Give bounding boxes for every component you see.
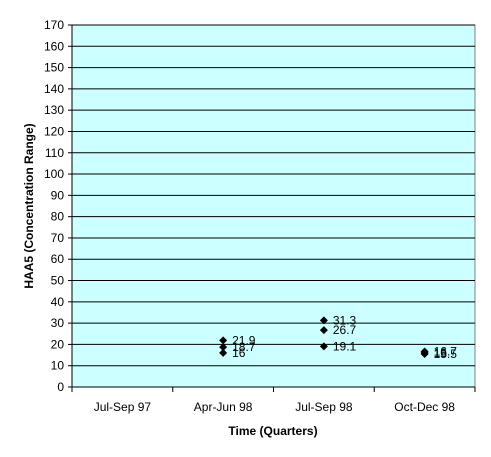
data-label: 31.3 — [333, 313, 357, 327]
y-tick-label: 0 — [57, 380, 64, 394]
y-tick-label: 80 — [51, 210, 65, 224]
x-tick-labels: Jul-Sep 97 Apr-Jun 98 Jul-Sep 98 Oct-Dec 98 — [71, 387, 476, 414]
gridlines — [72, 24, 475, 367]
x-tick-label: Apr-Jun 98 — [194, 400, 253, 414]
data-label: 16.7 — [434, 344, 458, 358]
data-label: 19.1 — [333, 339, 357, 353]
y-tick-label: 160 — [44, 39, 64, 53]
data-point-diamond — [319, 316, 328, 325]
data-label: 16 — [434, 346, 448, 360]
y-tick-label: 70 — [51, 231, 65, 245]
y-tick-label: 40 — [51, 295, 65, 309]
data-point-diamond — [420, 349, 429, 358]
y-tick-label: 10 — [51, 359, 65, 373]
data-label: 26.7 — [333, 323, 357, 337]
y-tick-label: 60 — [51, 252, 65, 266]
y-tick-label: 30 — [51, 316, 65, 330]
y-tick-label: 50 — [51, 274, 65, 288]
y-tick-label: 130 — [44, 103, 64, 117]
y-tick-label: 100 — [44, 167, 64, 181]
data-label: 18.7 — [232, 340, 256, 354]
y-tick-label: 20 — [51, 337, 65, 351]
data-label: 15.5 — [434, 347, 458, 361]
x-axis-title: Time (Quarters) — [228, 424, 317, 438]
y-tick-labels: 0 10 20 30 40 50 60 70 80 90 100 110 120 130 140 150 160… — [44, 18, 72, 394]
y-tick-label: 150 — [44, 61, 64, 75]
data-label: 16 — [232, 346, 246, 360]
data-label: 21.9 — [232, 333, 256, 347]
data-point-diamond — [319, 342, 328, 351]
y-axis-title: HAA5 (Concentration Range) — [22, 123, 36, 288]
data-point-diamond — [219, 348, 228, 357]
data-point-diamond — [219, 343, 228, 352]
x-tick-label: Jul-Sep 98 — [295, 400, 353, 414]
y-tick-label: 120 — [44, 124, 64, 138]
y-tick-label: 140 — [44, 82, 64, 96]
plot-area — [71, 24, 476, 388]
data-points — [219, 316, 429, 358]
y-tick-label: 110 — [45, 146, 64, 160]
x-tick-label: Jul-Sep 97 — [94, 400, 152, 414]
y-tick-label: 90 — [51, 188, 65, 202]
y-tick-label: 170 — [44, 18, 64, 32]
data-point-diamond — [219, 336, 228, 345]
data-point-diamond — [319, 326, 328, 335]
x-tick-label: Oct-Dec 98 — [394, 400, 455, 414]
